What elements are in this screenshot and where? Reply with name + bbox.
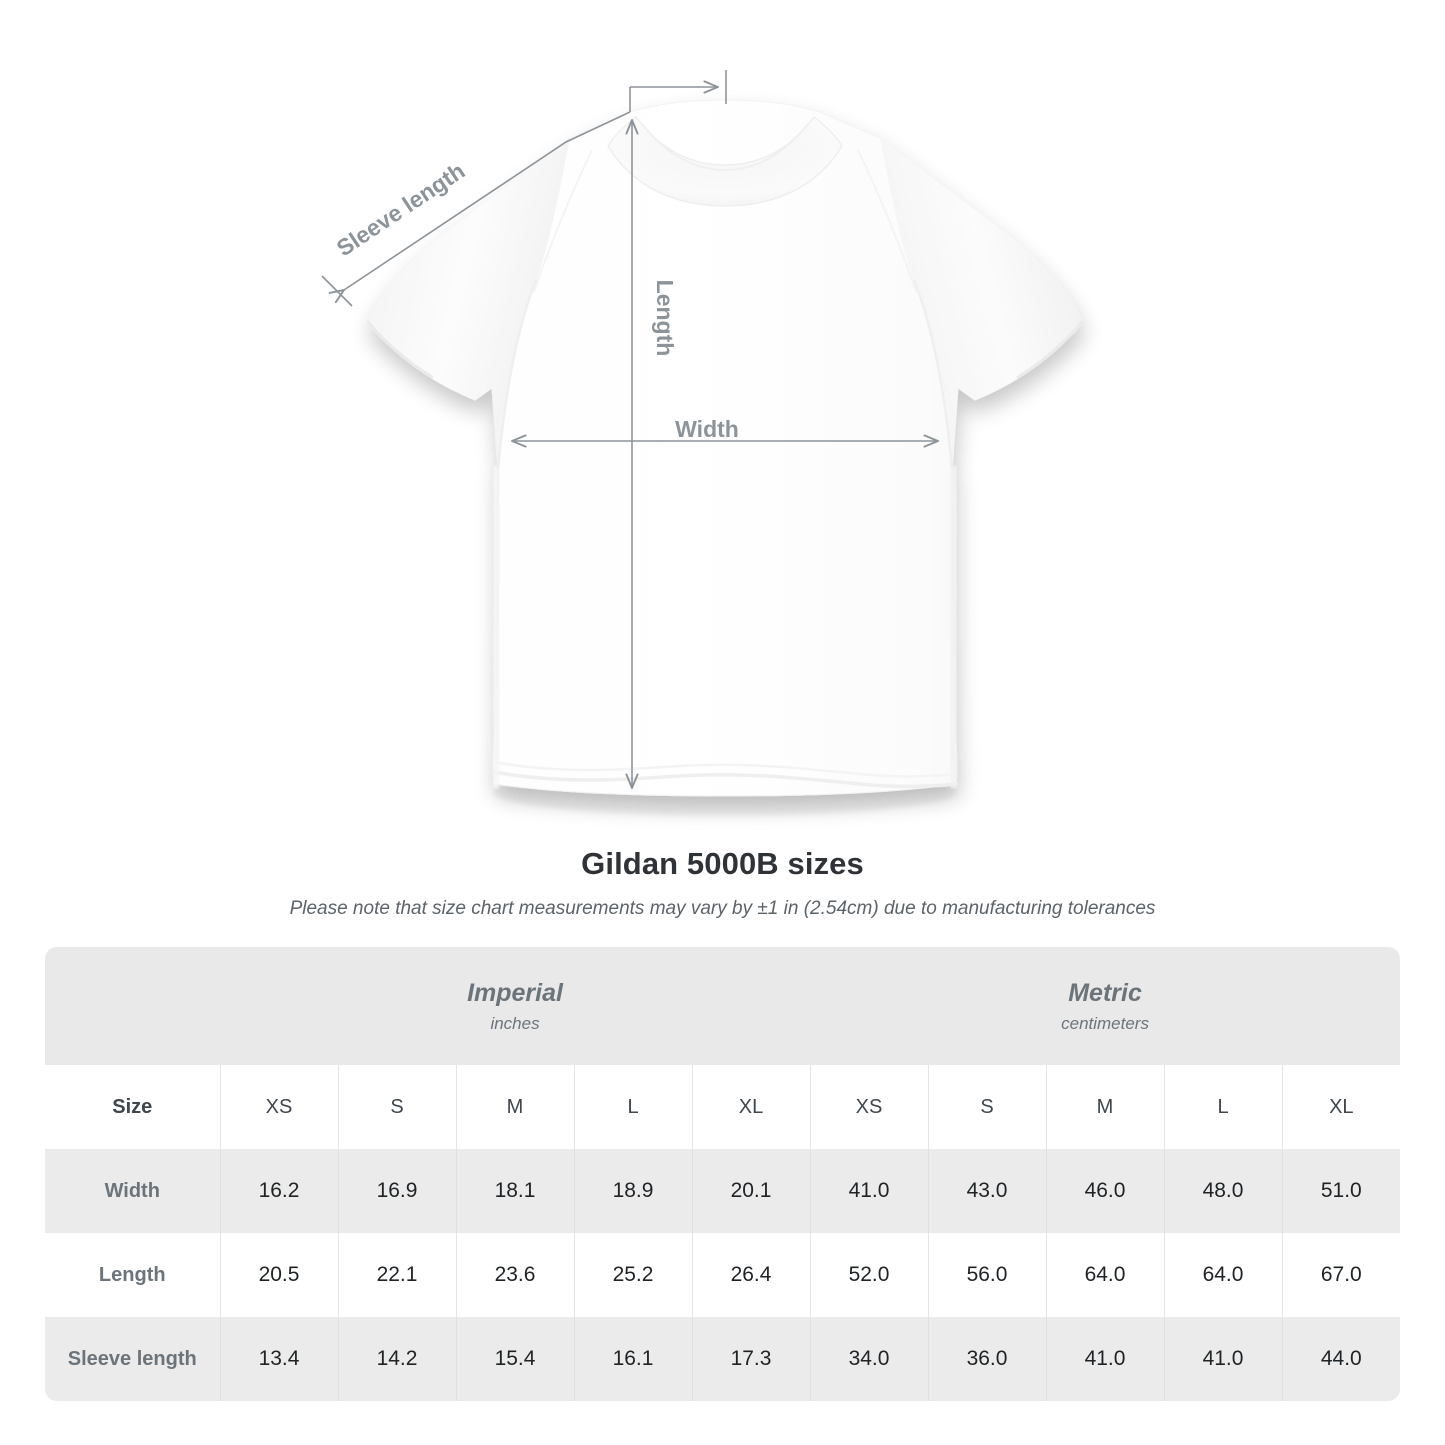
unit-system-imperial: Imperial inches <box>220 947 811 1065</box>
table-row: Length 20.5 22.1 23.6 25.2 26.4 52.0 56.… <box>45 1233 1401 1317</box>
length-imperial-l: 25.2 <box>573 1233 692 1317</box>
sleeve-metric-xl: 44.0 <box>1281 1317 1401 1401</box>
length-imperial-s: 22.1 <box>337 1233 456 1317</box>
row-label-length: Length <box>45 1233 220 1317</box>
length-metric-l: 64.0 <box>1163 1233 1283 1317</box>
left-armhole-seam <box>496 279 538 471</box>
width-metric-l: 48.0 <box>1163 1149 1283 1233</box>
sleeve-length-arrow <box>344 111 631 290</box>
sleeve-imperial-xs: 13.4 <box>219 1317 338 1401</box>
table-row: Width 16.2 16.9 18.1 18.9 20.1 41.0 43.0… <box>45 1149 1401 1233</box>
page-title: Gildan 5000B sizes <box>581 846 864 881</box>
collar-inner-rib <box>641 123 809 172</box>
size-header-metric-s: S <box>927 1065 1047 1149</box>
left-shoulder-fold <box>533 149 593 293</box>
size-chart-table: Imperial inches Metric centimeters Size … <box>45 947 1401 1401</box>
width-label: Width <box>675 416 739 442</box>
tolerance-note: Please note that size chart measurements… <box>289 898 1156 920</box>
width-imperial-m: 18.1 <box>455 1149 574 1233</box>
body-left-shade <box>487 469 506 785</box>
hem-line-secondary <box>492 760 958 778</box>
sleeve-metric-xs: 34.0 <box>809 1317 929 1401</box>
length-imperial-m: 23.6 <box>455 1233 574 1317</box>
right-sleeve-cuff <box>1016 320 1084 379</box>
size-header-imperial-xl: XL <box>691 1065 811 1149</box>
sleeve-length-end-tick <box>321 275 353 307</box>
size-header-row: Size XS S M L XL XS S M L XL <box>45 1065 1401 1149</box>
left-sleeve-cuff <box>366 320 434 379</box>
row-label-width: Width <box>45 1149 220 1233</box>
size-header-imperial-l: L <box>573 1065 692 1149</box>
width-metric-m: 46.0 <box>1045 1149 1165 1233</box>
collar-outer <box>607 116 843 207</box>
title-block: Gildan 5000B sizes Please note that size… <box>0 845 1445 921</box>
width-metric-xs: 41.0 <box>809 1149 929 1233</box>
tshirt-measurement-diagram: Sleeve length Length Width <box>321 70 1084 816</box>
sleeve-imperial-l: 16.1 <box>573 1317 692 1401</box>
sleeve-imperial-xl: 17.3 <box>691 1317 811 1401</box>
body-right-shade <box>943 469 964 785</box>
width-imperial-xs: 16.2 <box>219 1149 338 1233</box>
size-header-metric-xs: XS <box>809 1065 929 1149</box>
unit-system-imperial-name: Imperial <box>467 978 563 1007</box>
size-header-imperial-s: S <box>337 1065 456 1149</box>
width-metric-s: 43.0 <box>927 1149 1047 1233</box>
length-label: Length <box>652 280 678 357</box>
row-label-sleeve-length: Sleeve length <box>45 1317 220 1401</box>
sleeve-imperial-s: 14.2 <box>337 1317 456 1401</box>
length-imperial-xl: 26.4 <box>691 1233 811 1317</box>
right-sleeve <box>880 138 1082 470</box>
size-header-label: Size <box>45 1065 220 1149</box>
sleeve-metric-m: 41.0 <box>1045 1317 1165 1401</box>
hem-line <box>492 770 958 788</box>
unit-system-metric-name: Metric <box>1068 978 1142 1007</box>
size-header-metric-l: L <box>1163 1065 1283 1149</box>
left-sleeve <box>368 138 570 470</box>
width-metric-xl: 51.0 <box>1281 1149 1401 1233</box>
sleeve-metric-s: 36.0 <box>927 1317 1047 1401</box>
right-armhole-seam <box>912 279 954 471</box>
size-header-metric-xl: XL <box>1281 1065 1401 1149</box>
sleeve-imperial-m: 15.4 <box>455 1317 574 1401</box>
length-metric-s: 56.0 <box>927 1233 1047 1317</box>
unit-system-row: Imperial inches Metric centimeters <box>45 947 1401 1065</box>
width-imperial-s: 16.9 <box>337 1149 456 1233</box>
size-header-metric-m: M <box>1045 1065 1165 1149</box>
length-metric-xl: 67.0 <box>1281 1233 1401 1317</box>
unit-system-metric: Metric centimeters <box>810 947 1401 1065</box>
length-metric-m: 64.0 <box>1045 1233 1165 1317</box>
size-header-imperial-xs: XS <box>219 1065 338 1149</box>
unit-band-spacer <box>45 947 220 1065</box>
right-shoulder-fold <box>857 149 917 293</box>
length-imperial-xs: 20.5 <box>219 1233 338 1317</box>
measurement-annotations <box>321 70 938 788</box>
unit-system-metric-sub: centimeters <box>1061 1013 1149 1033</box>
sleeve-metric-l: 41.0 <box>1163 1317 1283 1401</box>
width-imperial-xl: 20.1 <box>691 1149 811 1233</box>
table-row: Sleeve length 13.4 14.2 15.4 16.1 17.3 3… <box>45 1317 1401 1401</box>
length-metric-xs: 52.0 <box>809 1233 929 1317</box>
tshirt-graphic <box>366 99 1084 797</box>
size-header-imperial-m: M <box>455 1065 574 1149</box>
width-imperial-l: 18.9 <box>573 1149 692 1233</box>
unit-system-imperial-sub: inches <box>490 1013 540 1033</box>
